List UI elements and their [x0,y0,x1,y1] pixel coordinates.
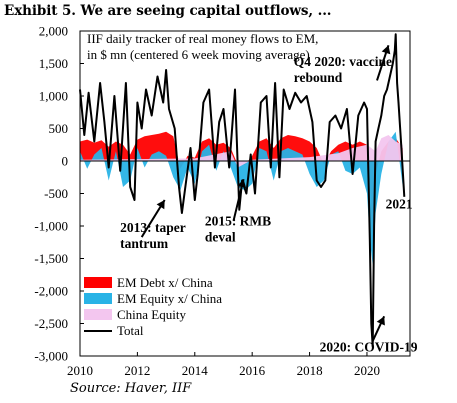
plot-border [79,30,411,357]
legend-swatch [84,293,112,304]
y-tick-label: -1,500 [34,251,68,266]
y-tick-label: 500 [49,121,69,136]
series-line [79,33,406,348]
x-tick-label: 2020 [354,363,380,378]
plot-frame [79,30,411,357]
exhibit-title: Exhibit 5. We are seeing capital outflow… [4,3,332,19]
y-tick-label: -1,000 [34,219,68,234]
annotation-text: 2020: COVID-19 [320,339,418,354]
legend-label: EM Debt x/ China [117,275,213,290]
chart-subtitle-line: in $ mn (centered 6 week moving average) [87,47,310,62]
annotation-text: 2013: taper [120,220,186,235]
y-tick-label: -2,000 [34,284,68,299]
series-lines [79,33,406,348]
series-area [80,131,403,265]
annotation-arrowhead [156,200,165,210]
annotation-text: Q4 2020: vaccine [294,54,392,69]
source-note: Source: Haver, IIF [70,381,192,396]
series-area [80,135,403,168]
y-tick-label: 1,500 [39,56,68,71]
legend-label: China Equity [117,307,186,322]
legend-label: EM Equity x/ China [117,291,222,306]
annotation-text: 2015: RMB [205,213,271,228]
x-tick-label: 2014 [182,363,209,378]
y-tick-label: -2,500 [34,316,68,331]
chart-subtitle-line: IIF daily tracker of real money flows to… [87,31,318,46]
x-tick-label: 2012 [124,363,150,378]
x-tick-label: 2018 [297,363,323,378]
y-tick-label: -500 [44,186,68,201]
annotation-text: tantrum [120,236,169,251]
y-tick-label: 0 [62,154,69,169]
annotation-text: 2021 [386,196,413,211]
y-tick-label: 2,000 [39,24,68,39]
annotation-arrowhead [237,179,247,188]
x-tick-label: 2016 [239,363,266,378]
annotation-text: deval [205,229,236,244]
chart-subtitle: IIF daily tracker of real money flows to… [87,31,318,62]
y-tick-label: -3,000 [34,349,68,364]
y-axis-ticks: 2,000 1,500 1,000 500 0 -500 -1,000 -1,500 -2,00… [34,24,84,364]
x-axis-ticks: 2010 2012 2014 2016 2018 2020 [67,352,380,378]
y-tick-label: 1,000 [39,89,68,104]
annotation-text: rebound [294,70,343,85]
legend-swatch [84,309,112,320]
x-tick-label: 2010 [67,363,93,378]
legend-label: Total [117,323,144,338]
series-areas [80,131,403,265]
legend-swatch [84,277,112,288]
annotation-arrowhead [381,45,391,55]
annotation-arrowhead [376,316,385,326]
